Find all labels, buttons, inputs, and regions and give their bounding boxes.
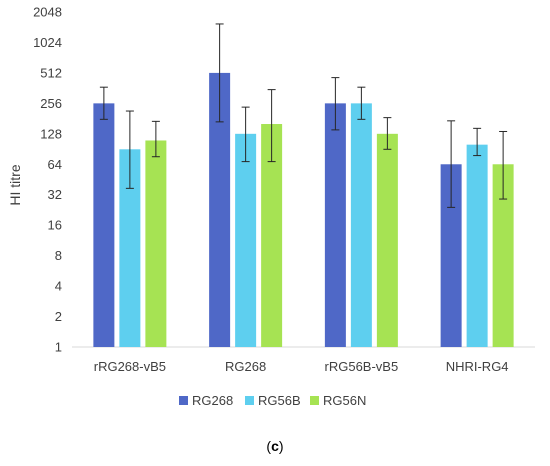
y-tick-labels: 1 2 4 8 16 32 64 128 256 512 1024 2048 (33, 5, 62, 355)
legend-label-rg268: RG268 (192, 393, 233, 408)
bar-rg56b-3 (350, 103, 372, 347)
bar-rg56n-4 (492, 164, 514, 347)
y-tick-label: 2048 (33, 5, 62, 20)
bar-rg56b-2 (235, 133, 257, 347)
bar-rg268-1 (93, 103, 115, 347)
panel-label-close: ) (279, 438, 284, 454)
legend: RG268 RG56B RG56N (179, 393, 366, 408)
y-tick-label: 32 (48, 187, 62, 202)
category-labels: rRG268-vB5 RG268 rRG56B-vB5 NHRI-RG4 (94, 359, 509, 374)
bar-rg56n-2 (261, 124, 283, 347)
category-label: RG268 (225, 359, 266, 374)
legend-swatch-rg56b (245, 396, 254, 405)
bar-rg268-4 (440, 164, 462, 347)
y-tick-label: 128 (40, 126, 62, 141)
error-bars-group (99, 23, 508, 208)
category-label: NHRI-RG4 (446, 359, 509, 374)
y-tick-label: 64 (48, 157, 62, 172)
y-tick-label: 512 (40, 65, 62, 80)
bar-rg56b-4 (466, 144, 488, 347)
y-tick-label: 1 (55, 340, 62, 355)
bar-rg268-3 (324, 103, 346, 347)
panel-label-open: ( (266, 438, 271, 454)
y-tick-label: 8 (55, 248, 62, 263)
y-tick-label: 16 (48, 218, 62, 233)
bar-rg56n-3 (376, 133, 398, 347)
panel-label-letter: c (271, 438, 279, 454)
legend-label-rg56b: RG56B (258, 393, 301, 408)
y-tick-label: 256 (40, 96, 62, 111)
bar-rg268-2 (209, 72, 231, 347)
panel-label: (c) (266, 438, 283, 454)
y-tick-label: 4 (55, 279, 62, 294)
legend-label-rg56n: RG56N (323, 393, 366, 408)
y-axis-title: HI titre (7, 164, 23, 205)
y-tick-label: 2 (55, 309, 62, 324)
bar-rg56b-1 (119, 149, 141, 347)
bar-rg56n-1 (145, 140, 167, 347)
category-label: rRG56B-vB5 (325, 359, 399, 374)
bars-group (93, 72, 514, 347)
y-tick-label: 1024 (33, 35, 62, 50)
legend-swatch-rg56n (310, 396, 319, 405)
legend-swatch-rg268 (179, 396, 188, 405)
category-label: rRG268-vB5 (94, 359, 166, 374)
